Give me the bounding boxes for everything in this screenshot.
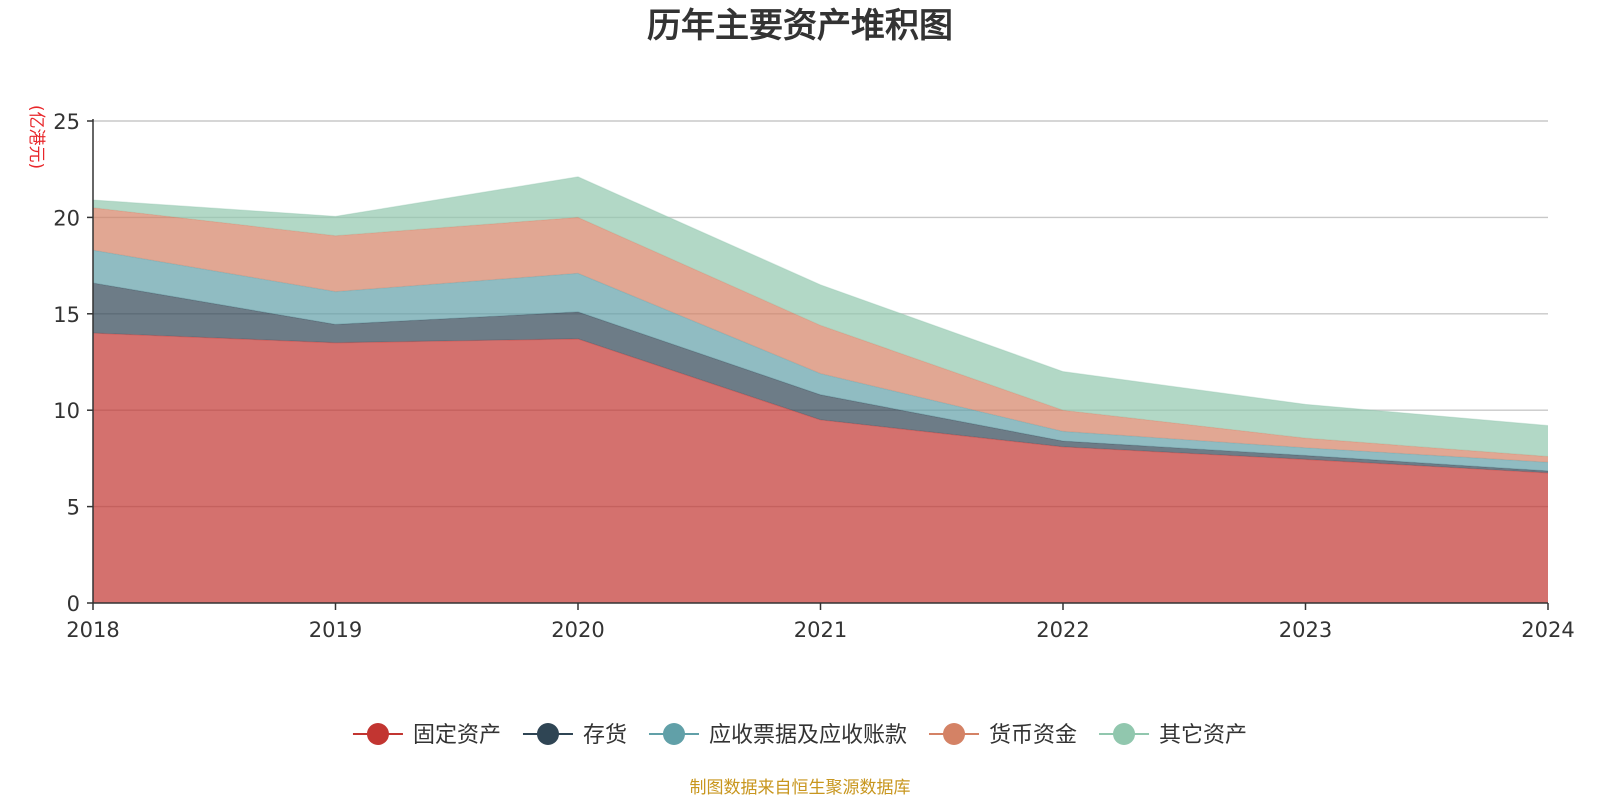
- y-tick-label-25: 25: [53, 110, 80, 134]
- legend-circle-marker: [536, 723, 559, 745]
- y-tick-label-5: 5: [67, 496, 80, 520]
- x-tick-label-2018: 2018: [66, 618, 119, 642]
- axes: 0 5 10 15 20 25 2018 2019 2020 2021 2022 2023 2024: [53, 110, 1574, 642]
- legend-label: 其它资产: [1159, 723, 1247, 748]
- area-series: [92, 176, 1549, 603]
- legend-item-1[interactable]: 存货: [522, 723, 627, 748]
- legend-item-0[interactable]: 固定资产: [352, 723, 501, 748]
- data-source-note: 制图数据来自恒生聚源数据库: [690, 778, 911, 798]
- legend-label: 货币资金: [989, 723, 1077, 748]
- area-series-0: [93, 333, 1548, 603]
- legend-label: 存货: [583, 723, 627, 748]
- y-unit-label: (亿港元): [26, 105, 46, 169]
- y-tick-label-0: 0: [67, 592, 80, 616]
- y-tick-label-10: 10: [53, 399, 80, 423]
- legend-label: 应收票据及应收账款: [709, 723, 907, 748]
- area-series-3: [93, 207, 1548, 463]
- x-tick-label-2019: 2019: [309, 618, 362, 642]
- chart-title: 历年主要资产堆积图: [647, 6, 953, 46]
- legend-circle-marker: [943, 723, 966, 745]
- area-edge-4: [92, 176, 1549, 427]
- area-series-2: [93, 250, 1548, 471]
- legend-circle-marker: [662, 723, 685, 745]
- area-series-1: [93, 282, 1548, 473]
- y-tick-label-20: 20: [53, 206, 80, 230]
- legend-item-2[interactable]: 应收票据及应收账款: [648, 723, 907, 748]
- legend-item-3[interactable]: 货币资金: [929, 723, 1077, 748]
- legend-label: 固定资产: [413, 723, 501, 748]
- x-tick-label-2024: 2024: [1521, 618, 1574, 642]
- area-series-4: [93, 176, 1548, 457]
- x-tick-label-2023: 2023: [1279, 618, 1332, 642]
- legend[interactable]: 固定资产 存货 应收票据及应收账款 货币资金 其它资产: [352, 723, 1247, 748]
- legend-circle-marker: [366, 723, 389, 745]
- legend-circle-marker: [1113, 723, 1136, 745]
- legend-item-4[interactable]: 其它资产: [1099, 723, 1247, 748]
- x-tick-label-2020: 2020: [551, 618, 604, 642]
- x-tick-label-2022: 2022: [1036, 618, 1089, 642]
- y-tick-label-15: 15: [53, 303, 80, 327]
- x-tick-label-2021: 2021: [794, 618, 847, 642]
